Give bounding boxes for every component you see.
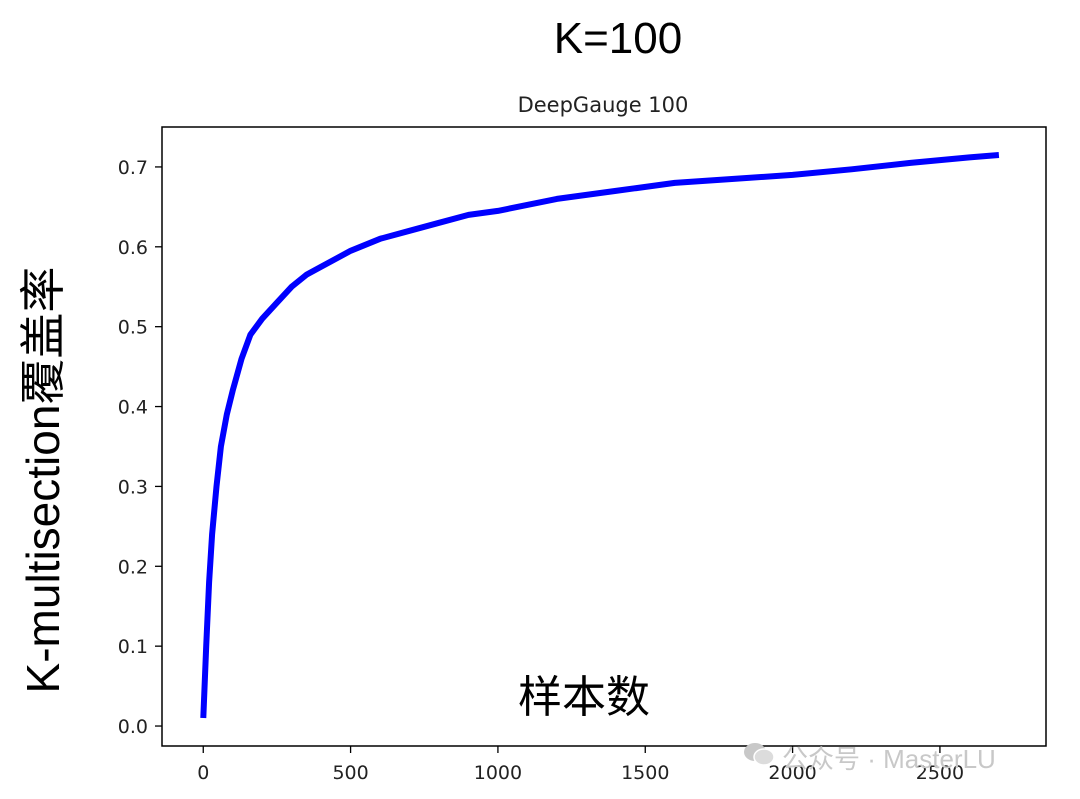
figure-main-title: K=100 [553,14,683,63]
x-tick-label: 1000 [474,762,522,784]
y-axis-label: K-multisection覆盖率 [17,266,69,694]
watermark-text: 公众号 · MasterLU [782,744,996,774]
watermark: 公众号 · MasterLU [742,739,996,776]
x-tick-label: 0 [197,762,209,784]
plot-frame [161,126,1047,747]
series-layer [200,152,1000,719]
y-tick-label: 0.5 [118,317,148,339]
y-tick-label: 0.7 [118,157,148,179]
x-tick-label: 500 [332,762,368,784]
y-tick-label: 0.2 [118,556,148,578]
wechat-icon [742,740,776,775]
x-tick-label: 2500 [916,762,964,784]
x-tick-label: 1500 [621,762,669,784]
ticks: 0 500 1000 1500 2000 2500 0.0 0.1 0.2 0.3 0.4 0.5 0.… [118,157,964,784]
x-tick-label: 2000 [768,762,816,784]
x-axis-label: 样本数 [518,672,650,723]
y-tick-label: 0.0 [118,716,148,738]
y-tick-label: 0.3 [118,476,148,498]
y-tick-label: 0.1 [118,636,148,658]
y-tick-label: 0.4 [118,397,148,419]
plot-title: DeepGauge 100 [518,93,689,117]
axes [161,126,1047,747]
y-tick-label: 0.6 [118,237,148,259]
series-line [200,152,1000,719]
